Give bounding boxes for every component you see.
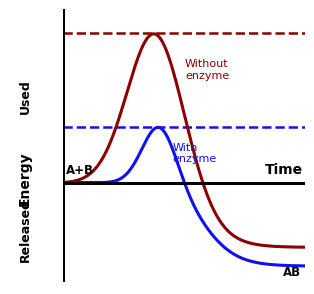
Text: A+B: A+B: [66, 164, 94, 177]
Text: Released: Released: [19, 198, 32, 262]
Text: AB: AB: [283, 266, 301, 279]
Text: With
enzyme: With enzyme: [173, 143, 217, 164]
Text: Time: Time: [265, 163, 303, 177]
Text: Used: Used: [19, 79, 32, 114]
Text: Without
enzyme: Without enzyme: [185, 59, 229, 81]
Text: Energy: Energy: [18, 152, 32, 206]
